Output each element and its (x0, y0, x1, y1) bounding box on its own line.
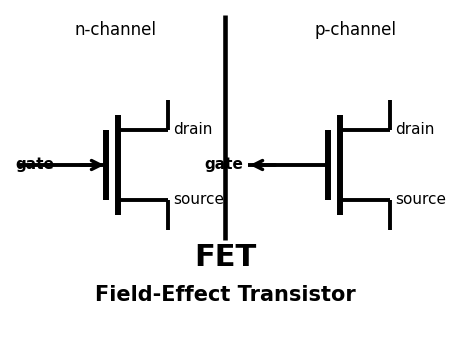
Text: gate: gate (15, 157, 54, 172)
Text: drain: drain (173, 122, 212, 137)
Text: p-channel: p-channel (314, 21, 396, 39)
Text: Field-Effect Transistor: Field-Effect Transistor (94, 285, 356, 305)
Text: drain: drain (395, 122, 434, 137)
Text: gate: gate (204, 157, 243, 172)
Text: n-channel: n-channel (74, 21, 156, 39)
Text: FET: FET (194, 243, 256, 272)
Text: source: source (173, 192, 224, 207)
Text: source: source (395, 192, 446, 207)
